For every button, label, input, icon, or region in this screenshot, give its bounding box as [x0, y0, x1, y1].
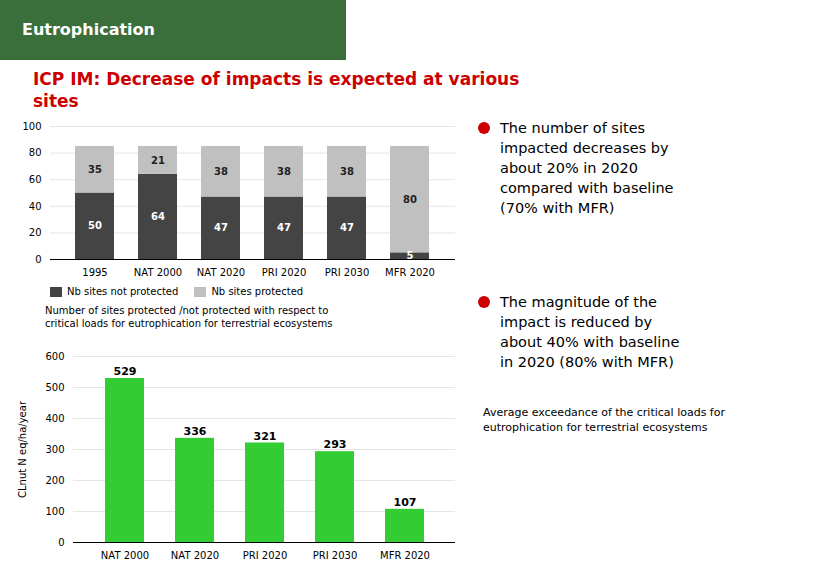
- svg-text:0: 0: [58, 537, 64, 548]
- svg-text:20: 20: [29, 227, 42, 238]
- html-text:eutrophication for terrestrial: eutrophication for terrestrial ecosystem…: [483, 421, 708, 434]
- html-text:compared with baseline: compared with baseline: [500, 180, 674, 196]
- svg-text:1995: 1995: [82, 267, 107, 278]
- svg-text:50: 50: [88, 220, 102, 231]
- svg-text:47: 47: [214, 222, 228, 233]
- svg-text:PRI 2020: PRI 2020: [262, 267, 307, 278]
- svg-text:PRI 2030: PRI 2030: [325, 267, 370, 278]
- svg-text:60: 60: [29, 174, 42, 185]
- svg-text:NAT 2000: NAT 2000: [101, 550, 149, 561]
- svg-text:80: 80: [29, 147, 42, 158]
- svg-text:200: 200: [45, 475, 64, 486]
- html-text:Average exceedance of the crit: Average exceedance of the critical loads…: [483, 406, 725, 419]
- svg-text:47: 47: [340, 222, 354, 233]
- html-text:Eutrophication: Eutrophication: [22, 20, 155, 39]
- svg-text:500: 500: [45, 382, 64, 393]
- svg-text:293: 293: [324, 438, 347, 451]
- svg-text:321: 321: [254, 430, 277, 443]
- svg-text:PRI 2020: PRI 2020: [243, 550, 288, 561]
- svg-text:336: 336: [184, 425, 207, 438]
- svg-text:38: 38: [277, 166, 291, 177]
- svg-text:38: 38: [214, 166, 228, 177]
- svg-text:107: 107: [394, 496, 417, 509]
- html-text:about 40% with baseline: about 40% with baseline: [500, 334, 680, 350]
- svg-text:NAT 2020: NAT 2020: [171, 550, 219, 561]
- html-text:The number of sites: The number of sites: [500, 120, 646, 136]
- html-text:(70% with MFR): (70% with MFR): [500, 200, 615, 216]
- svg-text:MFR 2020: MFR 2020: [385, 267, 435, 278]
- svg-text:80: 80: [403, 194, 417, 205]
- html-text:The magnitude of the: The magnitude of the: [500, 294, 657, 310]
- html-text:impact is reduced by: impact is reduced by: [500, 314, 653, 330]
- svg-text:300: 300: [45, 444, 64, 455]
- html-text:critical loads for eutrophicat: critical loads for eutrophication for te…: [45, 318, 333, 329]
- svg-text:600: 600: [45, 351, 64, 362]
- html-text:ICP IM: Decrease of impacts is: ICP IM: Decrease of impacts is expected …: [33, 69, 520, 89]
- svg-text:40: 40: [29, 201, 42, 212]
- svg-text:NAT 2000: NAT 2000: [134, 267, 182, 278]
- svg-text:400: 400: [45, 413, 64, 424]
- svg-text:38: 38: [340, 166, 354, 177]
- html-text:Nb sites protected: Nb sites protected: [211, 286, 304, 297]
- svg-text:35: 35: [88, 164, 102, 175]
- svg-text:100: 100: [45, 506, 64, 517]
- svg-text:21: 21: [151, 155, 165, 166]
- svg-text:0: 0: [35, 254, 41, 265]
- html-text:in 2020 (80% with MFR): in 2020 (80% with MFR): [500, 354, 674, 370]
- svg-text:MFR 2020: MFR 2020: [380, 550, 430, 561]
- html-text:sites: sites: [33, 91, 79, 111]
- svg-text:64: 64: [151, 211, 165, 222]
- svg-text:529: 529: [114, 365, 137, 378]
- svg-text:100: 100: [22, 121, 41, 132]
- html-text:about 20% in 2020: about 20% in 2020: [500, 160, 638, 176]
- svg-text:CLnut N eq/ha/year: CLnut N eq/ha/year: [17, 400, 28, 498]
- svg-text:NAT 2020: NAT 2020: [197, 267, 245, 278]
- svg-text:47: 47: [277, 222, 291, 233]
- html-text:impacted decreases by: impacted decreases by: [500, 140, 669, 156]
- svg-text:PRI 2030: PRI 2030: [313, 550, 358, 561]
- svg-text:5: 5: [407, 250, 414, 261]
- html-text:Nb sites not protected: Nb sites not protected: [67, 286, 179, 297]
- html-text:Number of sites protected /not: Number of sites protected /not protected…: [45, 305, 329, 316]
